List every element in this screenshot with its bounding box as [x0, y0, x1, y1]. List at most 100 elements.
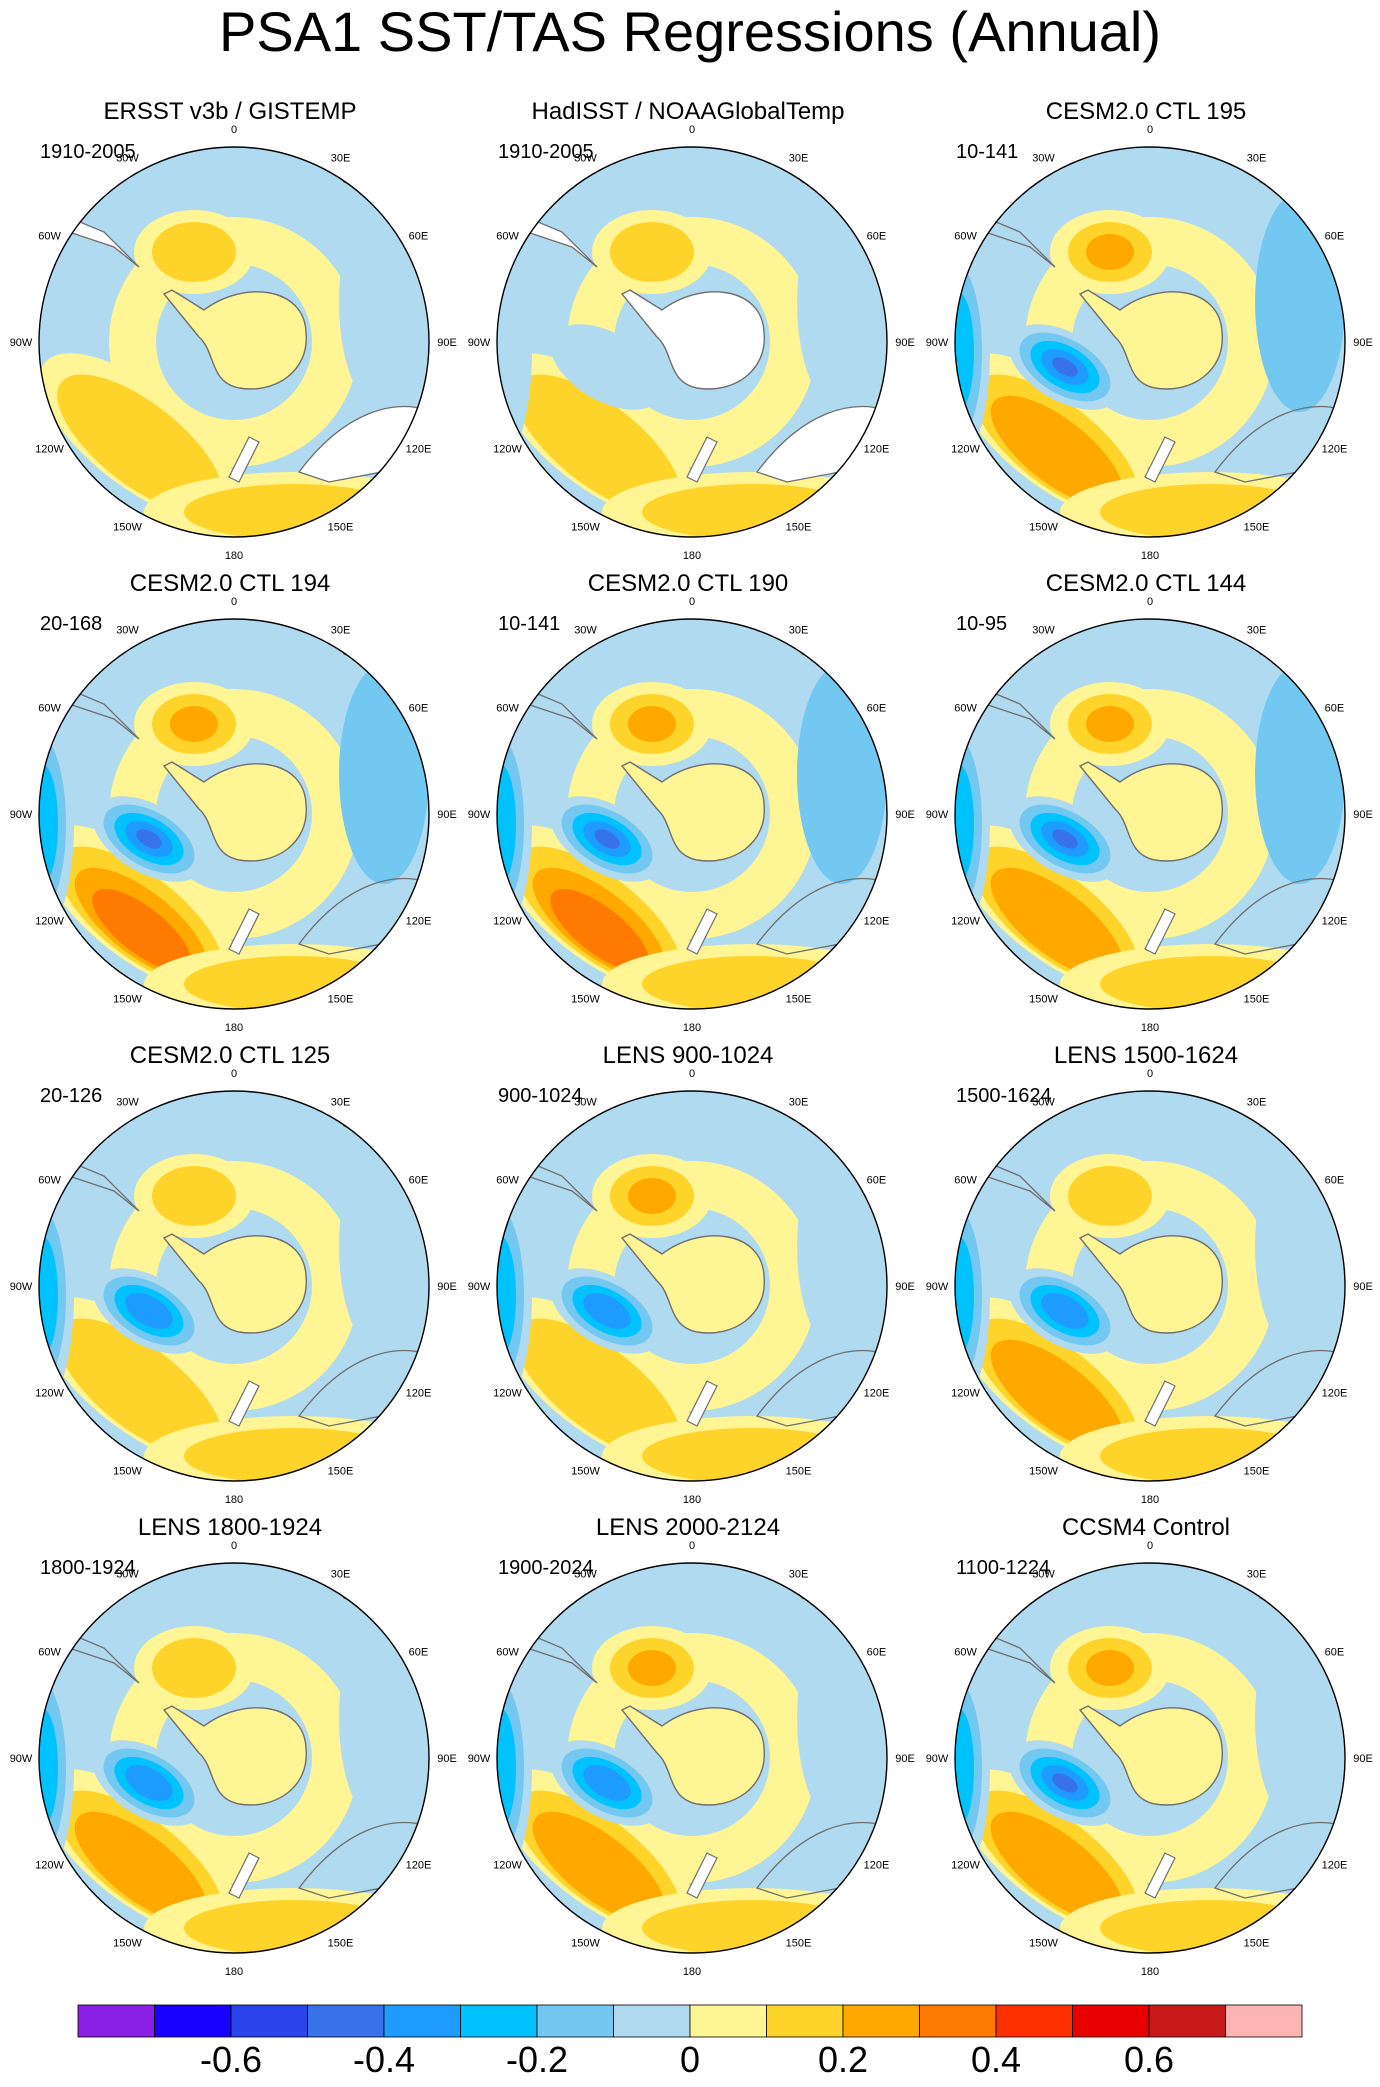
longitude-label: 120E — [864, 1388, 890, 1400]
longitude-label: 30W — [1032, 625, 1055, 637]
polar-map: 0 30E 60E 90E 120E 150E 180 150W 120W 90W 60W 30W — [468, 124, 915, 560]
panel-title: ERSST v3b / GISTEMP — [103, 98, 357, 125]
longitude-label: 150W — [1029, 1937, 1058, 1949]
colorbar-swatch — [1072, 2004, 1150, 2038]
colorbar-tick-label: -0.4 — [352, 2039, 416, 2080]
longitude-label: 90E — [437, 1753, 457, 1765]
pacific-warm-anomaly — [92, 888, 191, 972]
longitude-label: 120W — [951, 916, 980, 928]
longitude-label: 120W — [493, 444, 522, 456]
atlantic-warm-anomaly — [628, 1178, 676, 1214]
longitude-label: 150E — [328, 1937, 354, 1949]
antarctica-coastline — [162, 1233, 307, 1334]
longitude-label: 90E — [437, 809, 457, 821]
longitude-label: 30W — [116, 153, 139, 165]
longitude-label: 60W — [496, 231, 519, 243]
longitude-label: 60W — [496, 703, 519, 715]
map-panel: 0 30E 60E 90E 120E 150E 180 150W 120W 90W 60W 30W Ha… — [458, 0, 918, 560]
amundsen-cold-anomaly — [550, 324, 664, 410]
pacific-warm-anomaly — [74, 1811, 207, 1923]
longitude-label: 0 — [1147, 596, 1153, 608]
longitude-label: 90E — [437, 337, 457, 349]
map-boundary — [496, 146, 888, 538]
longitude-label: 180 — [1141, 1966, 1159, 1976]
longitude-label: 180 — [1141, 1494, 1159, 1504]
longitude-label: 120W — [35, 1860, 64, 1872]
longitude-label: 90E — [1353, 1281, 1373, 1293]
edge-cold-anomaly — [497, 232, 532, 472]
edge-cold-anomaly — [955, 764, 974, 884]
indian-cool-anomaly — [797, 664, 887, 884]
longitude-label: 60W — [954, 703, 977, 715]
new-zealand-coastline — [686, 1852, 718, 1899]
longitude-label: 30E — [1247, 153, 1267, 165]
panel-title: CESM2.0 CTL 194 — [129, 570, 331, 597]
longitude-label: 60W — [38, 1647, 61, 1659]
colorbar-swatch — [154, 2004, 232, 2038]
longitude-label: 150W — [1029, 521, 1058, 533]
antarctica-coastline — [620, 1233, 765, 1334]
longitude-label: 60W — [38, 231, 61, 243]
map-panel: 0 30E 60E 90E 120E 150E 180 150W 120W 90W 60W 30W CC… — [916, 1416, 1376, 1976]
longitude-label: 60W — [954, 1175, 977, 1187]
panel-title: LENS 2000-2124 — [595, 1514, 781, 1541]
polar-map: 0 30E 60E 90E 120E 150E 180 150W 120W 90W 60W 30W — [10, 1540, 457, 1976]
edge-cold-anomaly — [39, 1708, 58, 1828]
antarctica-coastline — [620, 1705, 765, 1806]
longitude-label: 180 — [225, 1022, 243, 1032]
map-boundary — [954, 1090, 1346, 1482]
polar-map: 0 30E 60E 90E 120E 150E 180 150W 120W 90W 60W 30W — [468, 1068, 915, 1504]
colorbar-tick-label: 0.2 — [817, 2039, 869, 2080]
atlantic-warm-anomaly — [628, 1650, 676, 1686]
longitude-label: 120E — [864, 1860, 890, 1872]
colorbar-swatch — [766, 2004, 844, 2038]
australia-coastline — [297, 1349, 429, 1427]
panel-period: 10-141 — [956, 141, 1019, 163]
longitude-label: 120W — [35, 444, 64, 456]
edge-cold-anomaly — [39, 764, 58, 884]
longitude-label: 0 — [1147, 1540, 1153, 1552]
polar-map: 0 30E 60E 90E 120E 150E 180 150W 120W 90W 60W 30W — [468, 596, 915, 1032]
longitude-label: 60E — [409, 1175, 429, 1187]
colorbar-swatch — [842, 2004, 920, 2038]
panel-title: CESM2.0 CTL 195 — [1045, 98, 1247, 125]
longitude-label: 0 — [689, 1540, 695, 1552]
longitude-label: 0 — [689, 1068, 695, 1080]
longitude-label: 150E — [328, 993, 354, 1005]
longitude-label: 120E — [1322, 1860, 1348, 1872]
antarctica-coastline — [1078, 1705, 1223, 1806]
longitude-label: 30E — [1247, 1097, 1267, 1109]
longitude-label: 90E — [1353, 1753, 1373, 1765]
panel-period: 1900-2024 — [498, 1557, 594, 1579]
longitude-label: 150E — [328, 521, 354, 533]
longitude-label: 0 — [1147, 1068, 1153, 1080]
new-zealand-coastline — [1144, 908, 1176, 955]
panel-period: 10-141 — [498, 613, 561, 635]
map-panel: 0 30E 60E 90E 120E 150E 180 150W 120W 90W 60W 30W CE… — [458, 472, 918, 1032]
longitude-label: 90E — [1353, 337, 1373, 349]
edge-cold-anomaly — [955, 1708, 974, 1828]
longitude-label: 30E — [789, 153, 809, 165]
map-boundary — [954, 1562, 1346, 1954]
colorbar-swatch — [77, 2004, 155, 2038]
longitude-label: 150W — [571, 1465, 600, 1477]
longitude-label: 90E — [1353, 809, 1373, 821]
new-zealand-coastline — [228, 436, 260, 483]
polar-map: 0 30E 60E 90E 120E 150E 180 150W 120W 90W 60W 30W — [926, 124, 1373, 560]
indian-cool-anomaly — [1255, 664, 1345, 884]
pacific-warm-anomaly — [550, 888, 649, 972]
atlantic-warm-anomaly — [152, 1166, 236, 1226]
longitude-label: 120E — [1322, 916, 1348, 928]
new-zealand-coastline — [686, 908, 718, 955]
figure-title: PSA1 SST/TAS Regressions (Annual) — [218, 0, 1162, 63]
australia-coastline — [755, 1821, 887, 1899]
map-panel: 0 30E 60E 90E 120E 150E 180 150W 120W 90W 60W 30W ER… — [0, 0, 460, 560]
antarctica-coastline — [1078, 289, 1223, 390]
longitude-label: 60E — [1325, 1175, 1345, 1187]
south-warm-band — [642, 1900, 862, 1953]
longitude-label: 180 — [225, 550, 243, 560]
antarctica-coastline — [1078, 761, 1223, 862]
longitude-label: 120E — [1322, 1388, 1348, 1400]
longitude-label: 60E — [1325, 703, 1345, 715]
longitude-label: 60W — [496, 1647, 519, 1659]
